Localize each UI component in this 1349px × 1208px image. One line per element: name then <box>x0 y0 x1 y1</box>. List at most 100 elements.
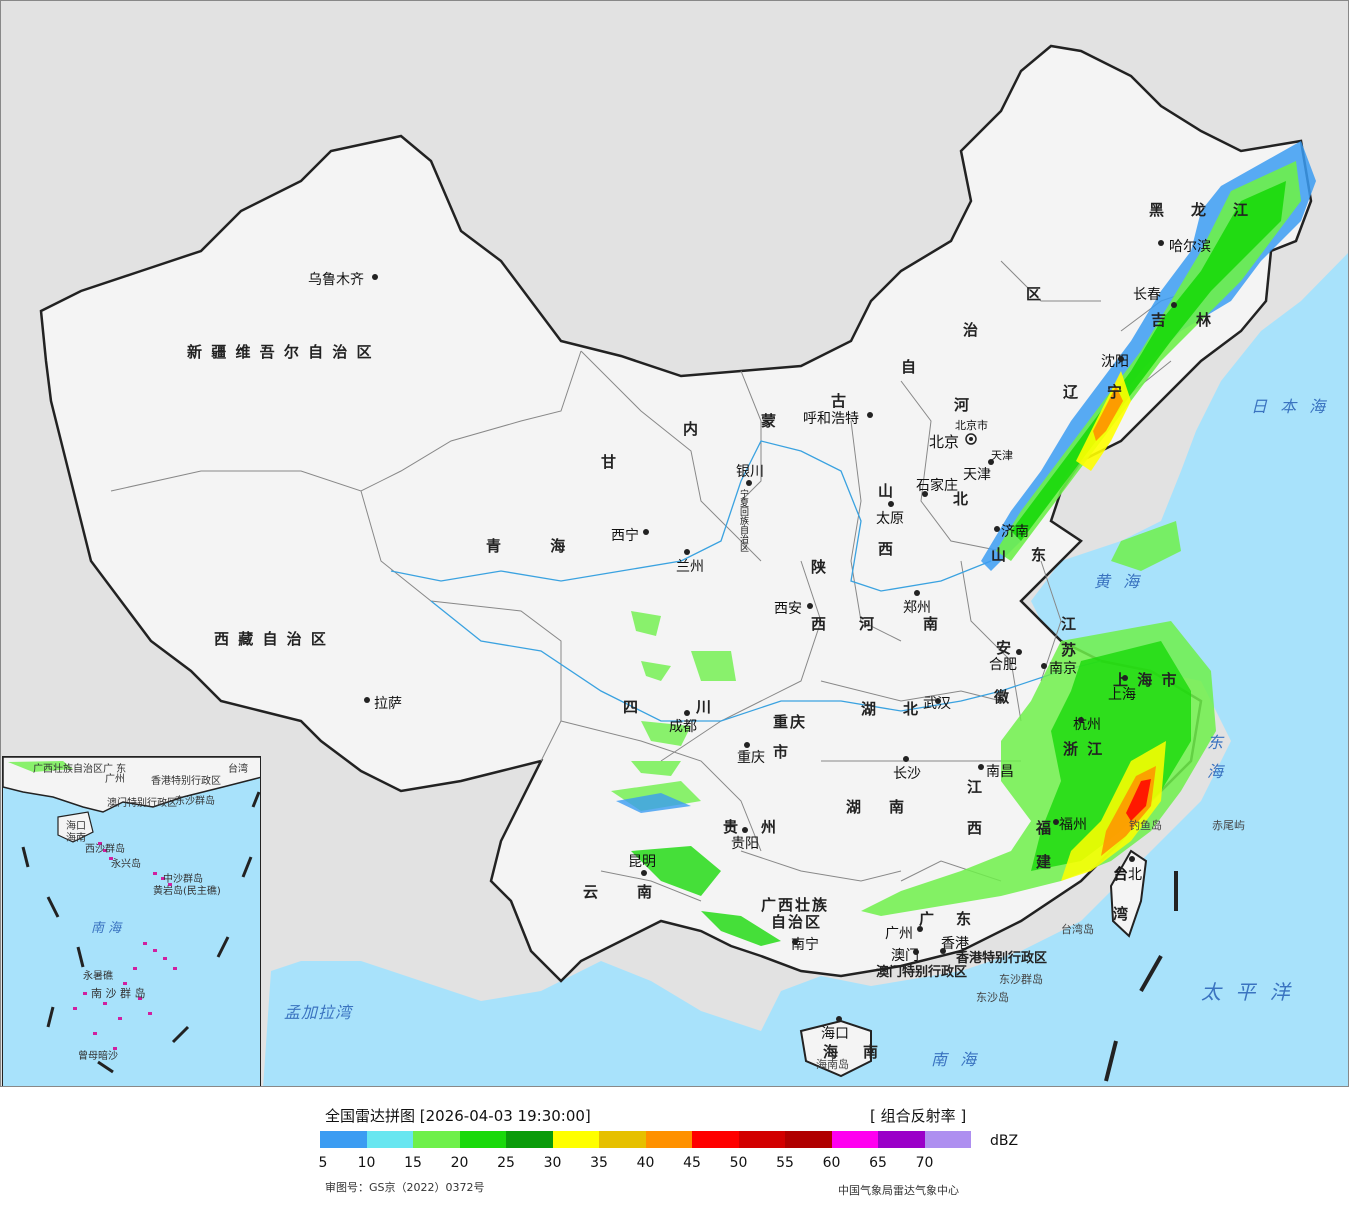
province-label: 东 <box>956 910 974 928</box>
province-label: 徽 <box>994 688 1012 706</box>
province-label: 山 <box>991 546 1009 564</box>
province-label: 湖 <box>846 798 864 816</box>
inset-label: 澳门特别行政区 <box>107 798 177 809</box>
city-label: 武汉 <box>923 696 951 712</box>
inset-label: 广 东 <box>103 764 127 775</box>
province-label: 南 <box>863 1043 881 1061</box>
city-label: 上海 <box>1108 687 1136 703</box>
island-label: 东沙岛 <box>976 991 1009 1004</box>
province-label: 江 <box>1233 201 1251 219</box>
city-label: 澳门 <box>891 948 919 964</box>
sea-label: 太 平 洋 <box>1201 980 1294 1004</box>
city-label: 海口 <box>821 1026 849 1042</box>
province-label: 吉 <box>1151 311 1169 329</box>
color-swatch <box>320 1131 367 1148</box>
province-label: 自 <box>901 358 919 376</box>
rivers <box>390 440 1102 722</box>
scale-tick-label: 60 <box>822 1155 841 1171</box>
province-label: 江 <box>1061 615 1079 633</box>
inset-label: 南 沙 群 岛 <box>91 987 146 1000</box>
city-label: 西安 <box>774 601 802 617</box>
province-label: 南 <box>923 615 941 633</box>
city-label: 合肥 <box>989 657 1017 673</box>
city-label: 济南 <box>1001 524 1029 540</box>
province-label: 广西壮族 <box>761 896 830 914</box>
boundary-dashes <box>1104 871 1178 1082</box>
province-label: 西 <box>967 819 985 837</box>
city-label: 哈尔滨 <box>1169 239 1211 255</box>
scale-tick-label: 45 <box>683 1155 701 1171</box>
province-label: 西 <box>878 540 896 558</box>
radar-map: 新 疆 维 吾 尔 自 治 区 西 藏 自 治 区 青 海 甘 内 蒙 古 黑 … <box>0 0 1349 1087</box>
city-label: 重庆 <box>737 750 765 766</box>
province-label: 宁 <box>1107 383 1125 401</box>
province-label: 贵 <box>723 818 741 836</box>
province-label: 州 <box>761 818 779 836</box>
city-label: 广州 <box>885 926 913 942</box>
city-label: 台北 <box>1114 867 1142 883</box>
city-label: 西宁 <box>611 528 639 544</box>
city-label: 呼和浩特 <box>803 411 859 427</box>
province-label: 新 疆 维 吾 尔 自 治 区 <box>187 343 374 361</box>
inset-label: 永暑礁 <box>83 971 113 982</box>
inset-label: 海口 <box>66 821 86 832</box>
island-label: 台湾岛 <box>1061 923 1094 936</box>
island-label: 赤尾屿 <box>1212 819 1245 832</box>
province-label: 南 <box>637 883 655 901</box>
city-label: 杭州 <box>1073 717 1101 733</box>
inset-label: 海南 <box>66 833 86 844</box>
sea-label: 黄 海 <box>1094 572 1144 591</box>
unit-label: dBZ <box>990 1133 1019 1149</box>
province-label: 陕 <box>811 558 829 576</box>
legend-panel: 全国雷达拼图 [2026-04-03 19:30:00] [ 组合反射率 ] d… <box>0 1087 1349 1208</box>
province-label: 黑 <box>1149 201 1167 219</box>
province-label: 上 海 市 <box>1113 671 1179 689</box>
radar-echoes <box>611 141 1316 946</box>
color-swatch <box>924 1131 971 1148</box>
scale-tick-label: 25 <box>497 1155 515 1171</box>
province-label: 澳门特别行政区 <box>876 965 968 980</box>
city-label: 南京 <box>1049 661 1077 677</box>
scale-tick-label: 5 <box>318 1155 328 1171</box>
color-swatch <box>692 1131 739 1148</box>
sea-area <box>263 253 1348 1086</box>
province-label: 广 <box>919 910 937 928</box>
south-china-sea-inset: 广西壮族自治区 广 东 台湾 广州 澳门特别行政区 香港特别行政区 东沙群岛 海… <box>2 756 261 1086</box>
scale-tick-label: 50 <box>729 1155 748 1171</box>
province-label: 北 <box>903 700 921 718</box>
province-label: 台 <box>1113 865 1131 883</box>
province-label: 云 <box>583 883 601 901</box>
color-swatch <box>506 1131 553 1148</box>
color-swatch <box>831 1131 878 1148</box>
province-label: 区 <box>1026 285 1044 303</box>
legend-title: 全国雷达拼图 [2026-04-03 19:30:00] <box>325 1107 591 1125</box>
inset-label: 香港特别行政区 <box>151 776 221 787</box>
province-label: 湖 <box>861 700 879 718</box>
review-number: 审图号：GS京（2022）0372号 <box>325 1181 485 1194</box>
city-label: 成都 <box>669 719 697 735</box>
inset-canvas <box>3 757 260 1074</box>
province-label: 内 <box>683 420 701 438</box>
city-label: 乌鲁木齐 <box>308 272 364 288</box>
province-label: 川 <box>696 698 714 716</box>
scale-tick-label: 35 <box>590 1155 608 1171</box>
scale-tick-label: 15 <box>404 1155 422 1171</box>
province-label: 香港特别行政区 <box>956 951 1048 966</box>
city-label: 太原 <box>876 511 904 527</box>
inset-label: 曾母暗沙 <box>78 1051 118 1062</box>
province-label: 宁夏回族自治区 <box>738 489 748 552</box>
city-label: 贵阳 <box>731 836 759 852</box>
inset-label: 黄岩岛(民主礁) <box>153 886 221 897</box>
province-label: 南 <box>889 798 907 816</box>
province-label: 林 <box>1196 311 1214 329</box>
province-label: 甘 <box>601 453 619 471</box>
province-label: 西 <box>811 615 829 633</box>
city-label: 沈阳 <box>1101 354 1129 370</box>
inset-label: 广州 <box>105 774 125 785</box>
province-label: 福 <box>1036 819 1054 837</box>
organization-label: 中国气象局雷达气象中心 <box>838 1184 959 1197</box>
city-label: 天津 <box>963 467 991 483</box>
city-label: 香港 <box>941 936 969 952</box>
inset-label: 东沙群岛 <box>175 796 215 807</box>
sea-label: 日 本 海 <box>1251 397 1330 416</box>
